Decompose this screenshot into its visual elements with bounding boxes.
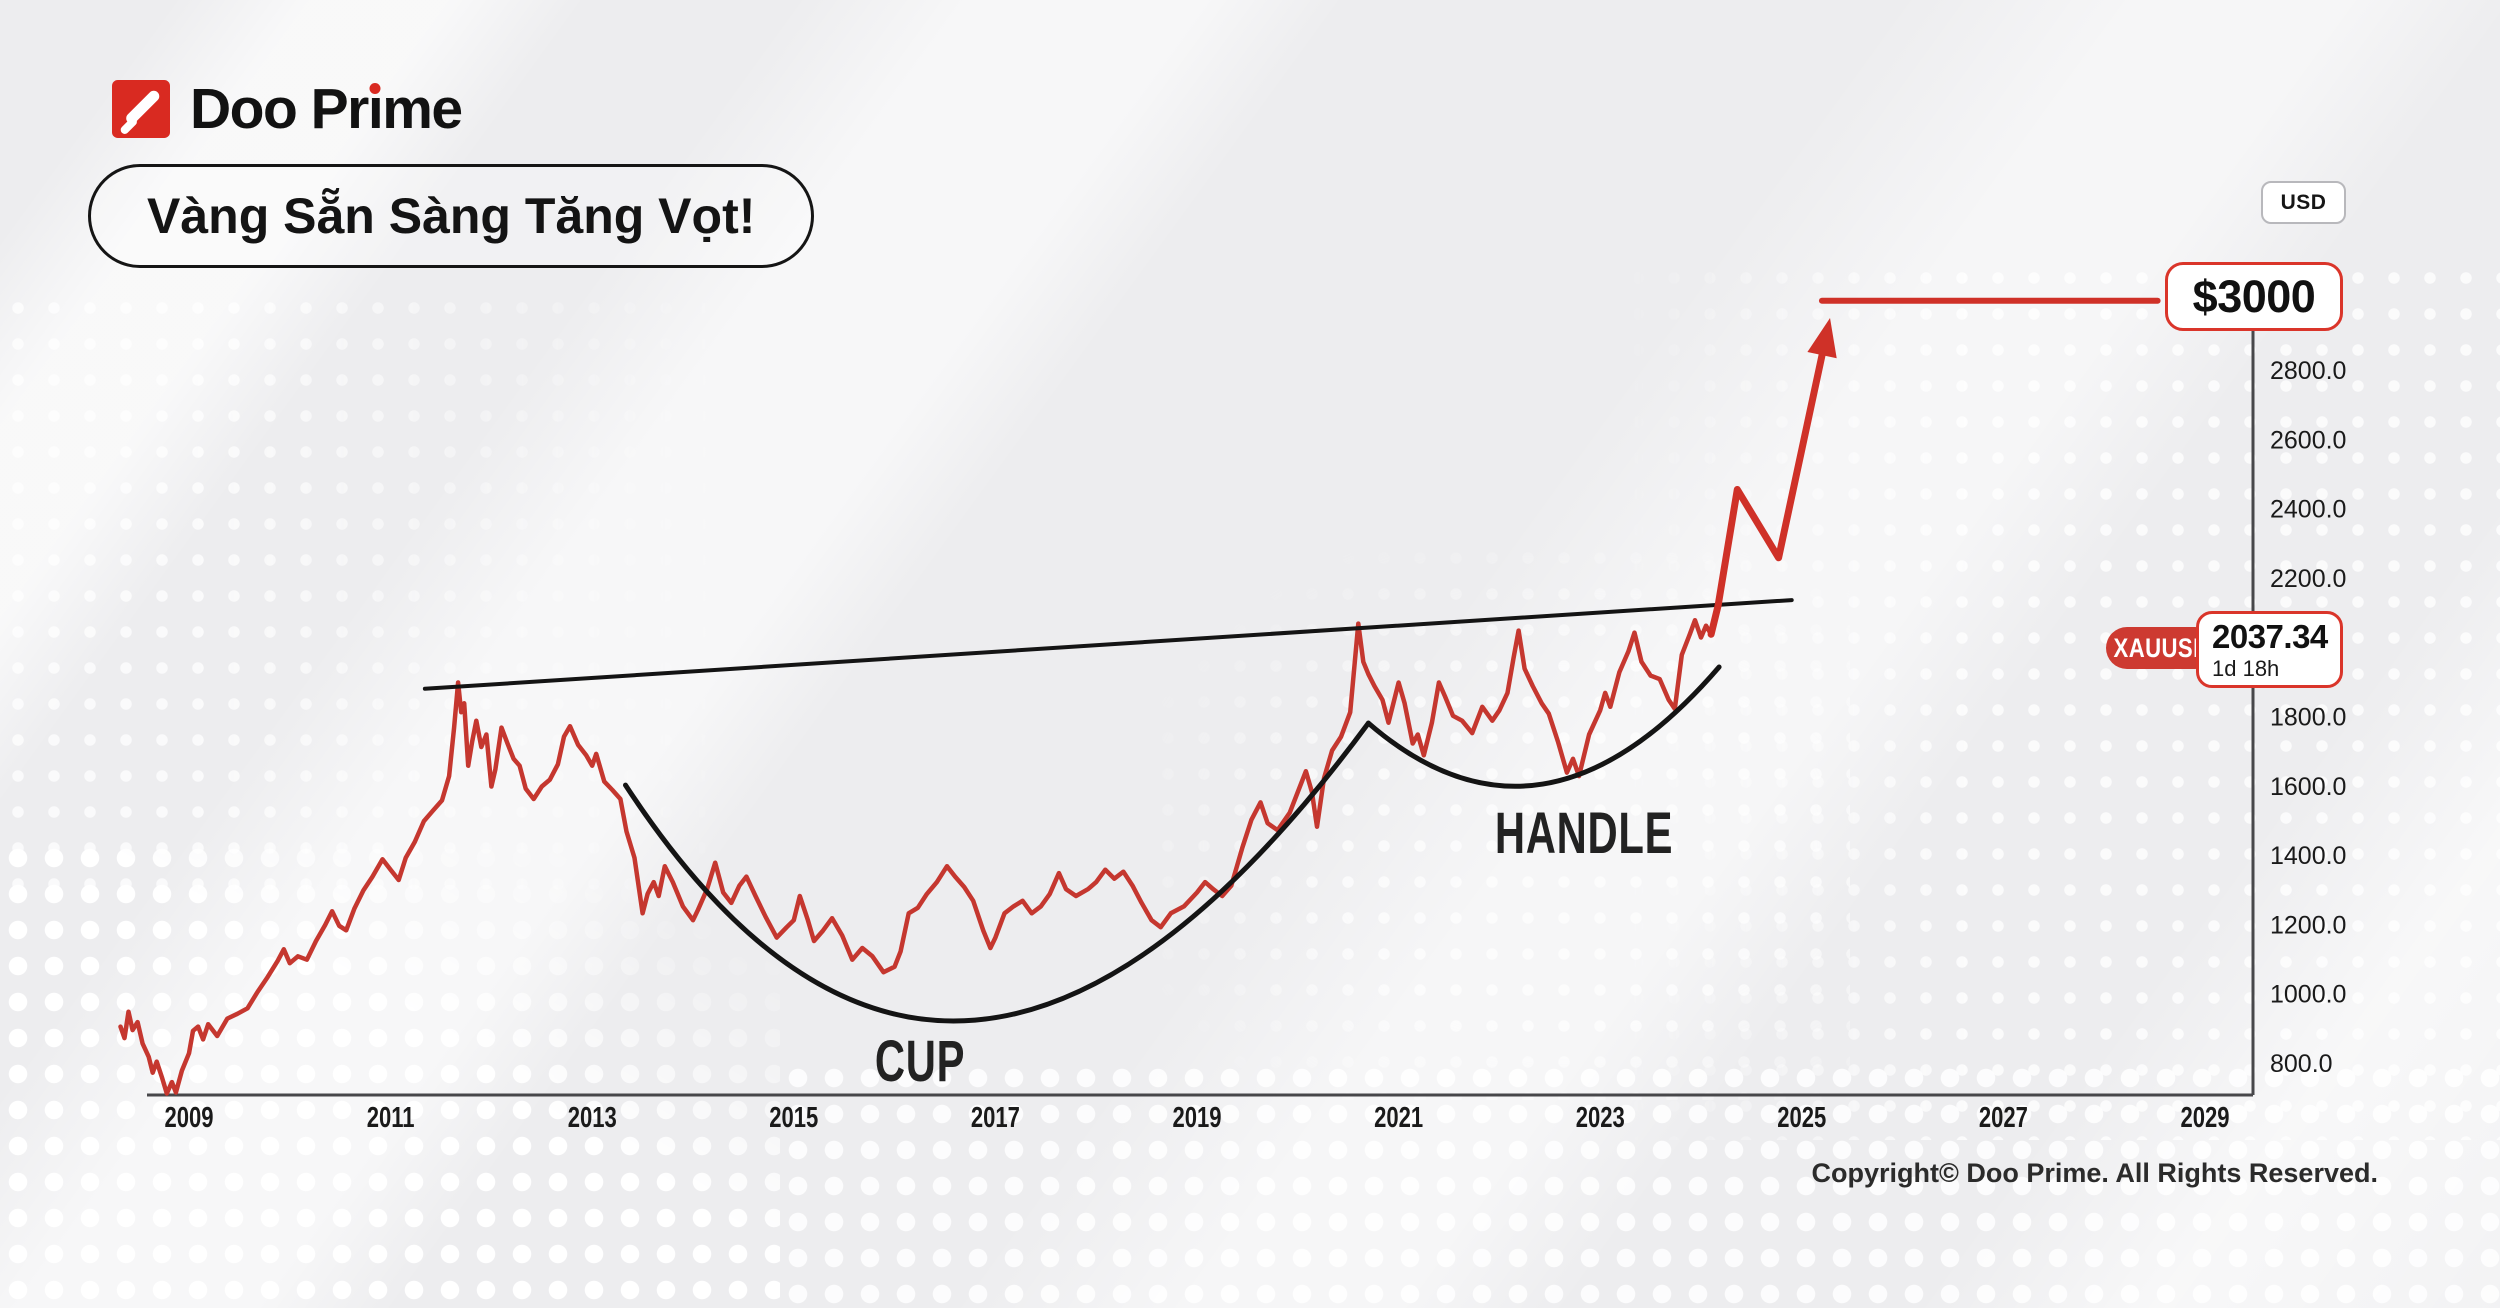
x-tick-label: 2011 [367,1102,415,1134]
y-tick-label: 2600.0 [2270,426,2346,454]
y-tick-label: 1800.0 [2270,704,2346,732]
halftone-dots-right [1620,260,2500,1140]
price-line [118,617,1714,1096]
y-tick-label: 1400.0 [2270,842,2346,870]
currency-badge: USD [2261,181,2346,224]
y-tick-label: 1000.0 [2270,981,2346,1009]
copyright-text: Copyright© Doo Prime. All Rights Reserve… [1811,1158,2379,1188]
cup-pattern-label: CUP [874,1029,966,1094]
handle-pattern-label: HANDLE [1494,801,1674,866]
current-price-badge: 2037.34 1d 18h [2196,611,2343,688]
projection-arrowhead-icon [1807,318,1837,359]
x-tick-label: 2025 [1777,1102,1826,1134]
headline-badge: Vàng Sẵn Sàng Tăng Vọt! [88,164,815,268]
handle-arc [1365,664,1722,789]
y-tick-label: 1200.0 [2270,911,2346,939]
symbol-label: XAUUSD [2113,632,2209,663]
current-price-value: 2037.34 [2212,618,2328,655]
current-price-timeframe: 1d 18h [2212,656,2280,681]
x-tick-label: 2027 [1979,1102,2028,1134]
doo-prime-logo-icon [112,80,170,138]
y-tick-label: 1600.0 [2270,773,2346,801]
halftone-dots-bottom-left [0,840,780,1308]
x-tick-label: 2029 [2180,1102,2229,1134]
cup-arc [623,720,1371,1024]
doo-prime-logo: Doo Prı me [112,77,463,141]
halftone-dots-left [0,290,780,910]
x-tick-label: 2019 [1172,1102,1221,1134]
y-tick-label: 800.0 [2270,1050,2333,1078]
x-tick-label: 2009 [164,1102,213,1134]
x-tick-label: 2021 [1374,1102,1423,1134]
y-tick-label: 2200.0 [2270,565,2346,593]
projection-line [1707,336,1829,638]
y-tick-label: 2800.0 [2270,357,2346,385]
x-tick-label: 2023 [1576,1102,1625,1134]
target-price-badge: $3000 [2165,262,2343,331]
y-tick-label: 2400.0 [2270,496,2346,524]
x-tick-label: 2015 [769,1102,818,1134]
headline-text: Vàng Sẵn Sàng Tăng Vọt! [147,188,756,244]
x-tick-label: 2013 [568,1102,617,1134]
trendline [422,598,1794,691]
x-tick-label: 2017 [971,1102,1020,1134]
logo-i-red-dot [369,83,381,94]
doo-prime-logo-text: Doo Prı me [190,77,463,141]
